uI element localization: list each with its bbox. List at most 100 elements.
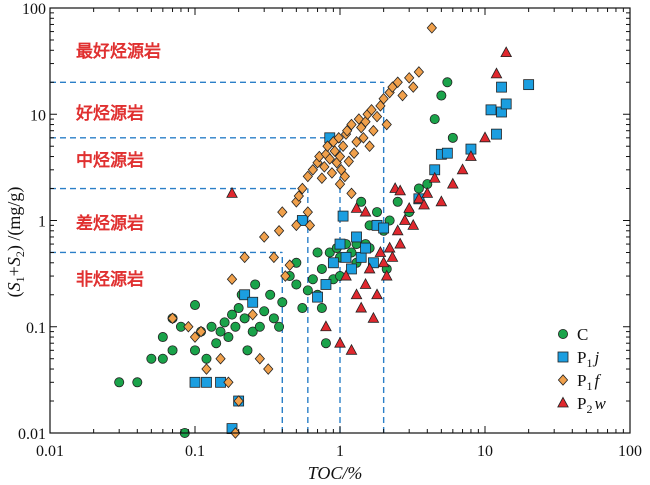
point-P1j <box>201 376 212 388</box>
point-C <box>268 313 279 324</box>
point-P2w <box>479 131 491 143</box>
x-tick-label: 100 <box>618 443 642 460</box>
point-P2w <box>500 46 513 58</box>
point-P2w <box>320 320 332 332</box>
point-P1f <box>302 170 313 183</box>
point-P1j <box>312 291 323 303</box>
series-P1j <box>189 79 535 435</box>
point-P1f <box>201 363 212 375</box>
legend-label-P1f: P1 f <box>577 371 601 393</box>
y-tick-label: 1 <box>38 214 46 231</box>
point-P2w <box>456 163 469 175</box>
point-P1j <box>496 81 507 93</box>
point-P1f <box>268 251 280 264</box>
point-P1j <box>368 257 379 269</box>
point-C <box>201 353 212 364</box>
tick-labels: 0.01 0.1 1 10 100 0.01 0.1 1 10 100 <box>18 1 642 460</box>
point-P1j <box>334 238 346 250</box>
point-P2w <box>435 195 448 207</box>
point-P2w <box>383 241 396 253</box>
legend-marker-P1f <box>557 374 569 386</box>
point-C <box>215 326 226 337</box>
point-C <box>320 338 331 349</box>
point-C <box>247 326 258 337</box>
legend: C P1 jP1 fP2 w <box>557 325 606 416</box>
point-P1f <box>304 219 316 232</box>
point-P2w <box>377 256 390 268</box>
point-C <box>392 196 403 207</box>
point-P1f <box>368 124 379 137</box>
point-C <box>297 303 308 314</box>
point-P2w <box>371 288 383 300</box>
point-C <box>230 321 241 332</box>
point-P2w <box>403 201 416 213</box>
point-P1j <box>296 215 308 226</box>
point-C <box>189 300 200 311</box>
point-P1f <box>195 325 207 338</box>
point-P2w <box>421 186 434 198</box>
class-label: 中烃源岩 <box>76 150 144 171</box>
point-P1f <box>426 22 437 34</box>
point-P2w <box>428 171 441 183</box>
class-label: 非烃源岩 <box>76 269 144 290</box>
point-P1j <box>327 257 339 269</box>
point-P2w <box>413 192 425 204</box>
point-P2w <box>418 198 430 210</box>
point-P1f <box>226 273 238 286</box>
legend-label-P1j: P1 j <box>577 348 599 370</box>
point-P1f <box>342 124 353 137</box>
point-P1j <box>247 296 259 308</box>
point-C <box>242 345 253 356</box>
point-P1j <box>491 128 502 140</box>
axis-ticks <box>49 7 631 434</box>
point-P1f <box>346 118 357 131</box>
x-tick-label: 10 <box>477 443 493 460</box>
point-C <box>223 332 234 343</box>
point-P1j <box>360 242 371 254</box>
legend-label-P2w: P2 w <box>577 394 606 416</box>
point-P1f <box>316 172 328 185</box>
point-C <box>114 377 125 388</box>
point-P1f <box>334 150 346 163</box>
point-P1f <box>326 167 338 179</box>
point-P2w <box>226 186 238 198</box>
point-P2w <box>465 150 477 161</box>
point-P2w <box>350 201 363 213</box>
point-P1j <box>441 147 453 159</box>
point-P2w <box>398 214 411 225</box>
point-P1f <box>280 270 291 282</box>
class-label: 好烃源岩 <box>75 103 144 124</box>
point-C <box>413 183 424 194</box>
legend-marker-P2w <box>557 396 569 408</box>
point-P1f <box>263 363 274 375</box>
point-P2w <box>350 288 363 300</box>
x-axis-title: TOC/% <box>308 463 363 483</box>
class-label: 差烃源岩 <box>76 213 144 234</box>
point-P2w <box>363 262 376 274</box>
y-axis-title: (S1+S2) /(mg/g) <box>4 187 27 298</box>
point-C <box>442 77 453 88</box>
point-P1f <box>358 132 369 144</box>
point-P1f <box>322 140 333 153</box>
point-P1f <box>360 115 371 128</box>
point-C <box>227 309 238 320</box>
point-P2w <box>407 218 420 230</box>
point-P1f <box>254 352 265 365</box>
series-P2w <box>226 46 513 355</box>
point-P1f <box>319 161 330 173</box>
point-C <box>324 247 335 258</box>
point-P2w <box>380 269 393 281</box>
point-P2w <box>355 301 368 313</box>
point-C <box>316 263 327 274</box>
legend-label-C: C <box>577 325 588 344</box>
point-P1f <box>333 132 344 144</box>
point-C <box>132 377 143 388</box>
point-P1f <box>223 376 234 389</box>
point-P1j <box>485 104 497 116</box>
y-tick-label: 10 <box>30 107 46 124</box>
legend-marker-C <box>558 328 569 339</box>
point-P1f <box>324 153 335 165</box>
point-P1f <box>348 147 360 159</box>
legend-marker-P1j <box>557 351 569 363</box>
point-P1f <box>233 395 244 407</box>
